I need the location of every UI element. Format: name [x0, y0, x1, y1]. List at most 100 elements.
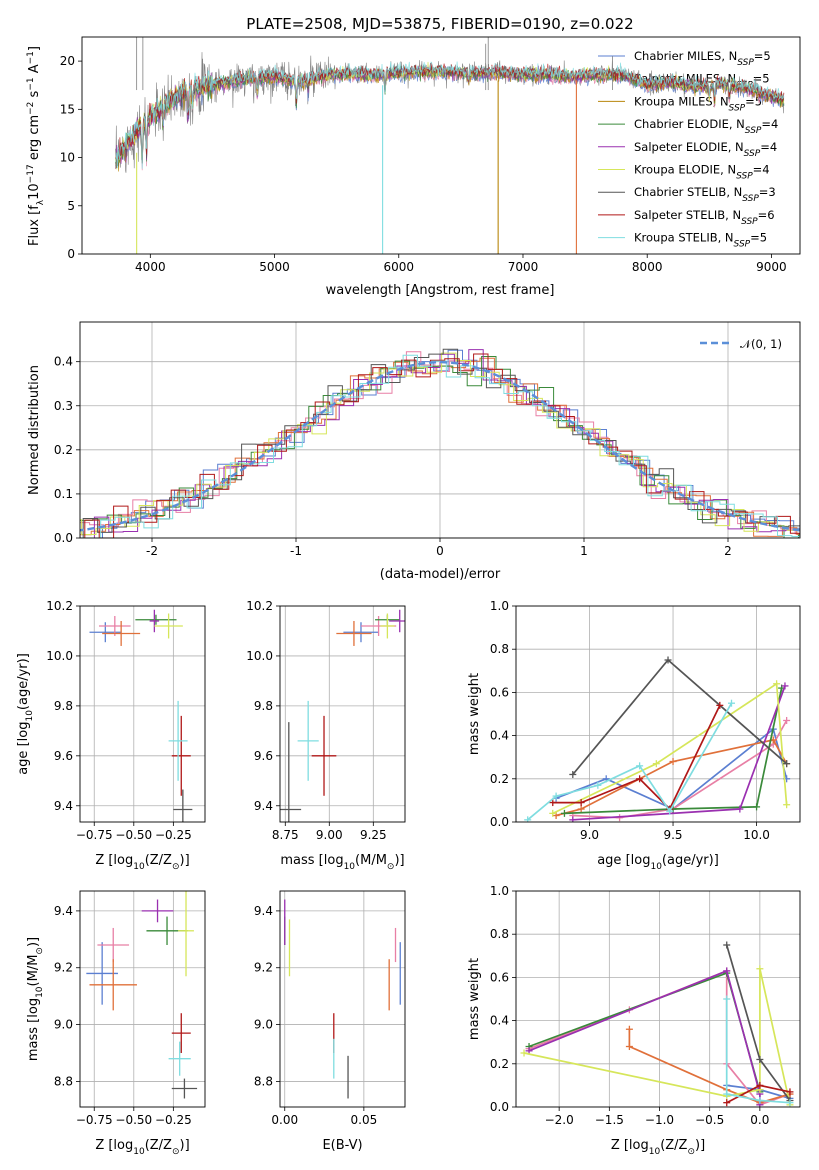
- y-axis-label-part: 10: [25, 710, 35, 722]
- legend-label: Kroupa MILES, NSSP=5: [634, 94, 762, 113]
- x-tick-label: −0.5: [695, 1113, 724, 1127]
- plot-area: [80, 891, 205, 1107]
- y-axis-label-part: Flux [f: [27, 205, 42, 246]
- axes-frame: [79, 605, 206, 823]
- legend-label: 𝒩(0, 1): [740, 337, 782, 351]
- axes-frame: [515, 605, 801, 823]
- plot-area: [516, 606, 800, 822]
- y-tick-label: 0: [67, 247, 75, 261]
- panel-massweight-vs-age: 9.0 9.5 10.0 0.0 0.2 0.4 0.6 0.8 1.0 age [log10(a…: [467, 599, 801, 872]
- y-tick-label: 0.2: [490, 772, 509, 786]
- y-axis-label-part: erg cm: [27, 115, 42, 164]
- y-axis-label: mass [log10(M/M⊙)]: [26, 937, 45, 1061]
- axes-frame: [515, 890, 801, 1108]
- y-tick-label: 0.2: [54, 443, 73, 457]
- panel-age-vs-mass: 8.75 9.00 9.25 9.4 9.6 9.8 10.0 10.2 mass [log10…: [246, 599, 406, 872]
- legend-label-part: Kroupa MILES, N: [634, 94, 729, 108]
- x-axis-label-part: Z [log: [95, 853, 133, 868]
- x-axis-label: age [log10(age/yr)]: [597, 853, 719, 872]
- legend-label-part: SSP: [744, 149, 761, 159]
- x-tick-label: 0.0: [750, 1113, 769, 1127]
- y-tick-label: 9.2: [54, 961, 73, 975]
- legend-label-part: SSP: [736, 172, 753, 182]
- residual-histogram: [80, 354, 800, 538]
- y-tick-label: 0.4: [54, 355, 73, 369]
- y-axis-label: mass weight: [467, 958, 482, 1040]
- x-axis-label-part: Z [log: [611, 1138, 649, 1153]
- x-axis-label-part: ⊙: [172, 862, 180, 872]
- y-tick-label: 0.0: [54, 531, 73, 545]
- residual-histogram: [80, 356, 800, 538]
- x-axis-label-part: Z [log: [95, 1138, 133, 1153]
- model-spectrum: [115, 61, 785, 169]
- y-axis-label-part: s: [27, 90, 42, 101]
- x-axis-label-part: 10: [344, 862, 356, 872]
- plot-area: [280, 606, 405, 822]
- y-tick-label: 0.2: [490, 1057, 509, 1071]
- legend-label-part: SSP: [745, 126, 762, 136]
- plot-area: [280, 891, 405, 1107]
- y-axis-label: Flux [fλ10−17 erg cm−2 s−1 A−1]: [26, 46, 46, 246]
- normal-reference-curve: [80, 360, 800, 532]
- plot-area: [115, 37, 785, 254]
- weight-series-line: [572, 685, 786, 821]
- x-tick-label: 1: [580, 544, 588, 558]
- x-tick-label: 9.0: [580, 828, 599, 842]
- legend-label-part: =4: [753, 163, 770, 177]
- y-tick-label: 10: [60, 151, 75, 165]
- legend-label-part: Salpeter STELIB, N: [634, 208, 741, 222]
- x-axis-label-part: 10: [133, 862, 145, 872]
- x-axis-label: Z [log10(Z/Z⊙)]: [95, 1138, 189, 1157]
- x-tick-label: −2.0: [545, 1113, 574, 1127]
- weight-series-line: [528, 971, 761, 1093]
- plot-area: [516, 891, 800, 1107]
- x-tick-label: 8.75: [272, 828, 299, 842]
- residual-histogram: [80, 353, 800, 538]
- legend-label: Chabrier STELIB, NSSP=3: [634, 185, 776, 204]
- x-axis-label-part: age [log: [597, 853, 650, 868]
- legend-label-part: =5: [754, 49, 771, 63]
- x-axis-label-part: )]: [180, 1138, 190, 1153]
- model-spectrum: [115, 61, 785, 170]
- x-axis-label-part: )]: [180, 853, 190, 868]
- x-tick-label: 9.00: [316, 828, 343, 842]
- y-tick-label: 9.8: [54, 699, 73, 713]
- y-tick-label: 0.4: [490, 1014, 509, 1028]
- y-tick-label: 0.8: [490, 927, 509, 941]
- plot-area: [80, 606, 205, 822]
- legend-label-part: Kroupa ELODIE, N: [634, 163, 736, 177]
- x-axis-label-part: (Z/Z: [660, 1138, 687, 1153]
- y-axis-label-part: −2: [26, 102, 36, 115]
- y-tick-label: 15: [60, 102, 75, 116]
- x-tick-label: 10.0: [743, 828, 770, 842]
- x-axis-label-part: mass [log: [280, 853, 343, 868]
- x-axis-label: Z [log10(Z/Z⊙)]: [95, 853, 189, 872]
- y-tick-label: 8.8: [254, 1074, 273, 1088]
- y-tick-label: 10.2: [246, 599, 273, 613]
- panel-mass-vs-EBV: 0.00 0.05 8.8 9.0 9.2 9.4 E(B-V): [254, 890, 406, 1153]
- y-tick-label: 0.3: [54, 399, 73, 413]
- x-tick-label: −0.75: [76, 828, 113, 842]
- y-tick-label: 0.6: [490, 685, 509, 699]
- legend-label-part: =4: [760, 140, 777, 154]
- x-tick-label: 9.5: [663, 828, 682, 842]
- x-axis-label-part: )]: [695, 1138, 705, 1153]
- y-tick-label: 9.0: [254, 1018, 273, 1032]
- plot-area: [80, 322, 800, 538]
- y-axis-label-part: −17: [26, 164, 36, 183]
- x-tick-label: -2: [146, 544, 158, 558]
- legend-label-part: Chabrier ELODIE, N: [634, 117, 745, 131]
- x-axis-label-part: )]: [394, 853, 404, 868]
- x-axis-label: mass [log10(M/M⊙)]: [280, 853, 404, 872]
- y-tick-label: 9.4: [54, 904, 73, 918]
- legend-label-part: =5: [745, 94, 762, 108]
- legend-label: Kroupa STELIB, NSSP=5: [634, 231, 767, 250]
- x-axis-label-part: 10: [133, 1147, 145, 1157]
- x-tick-label: 2: [724, 544, 732, 558]
- y-tick-label: 9.8: [254, 699, 273, 713]
- panel-residuals: -2 -1 0 1 2 0.0 0.1 0.2 0.3 0.4 (data-model)/error…: [27, 321, 801, 582]
- y-tick-label: 0.4: [490, 729, 509, 743]
- x-tick-label: 9.25: [360, 828, 387, 842]
